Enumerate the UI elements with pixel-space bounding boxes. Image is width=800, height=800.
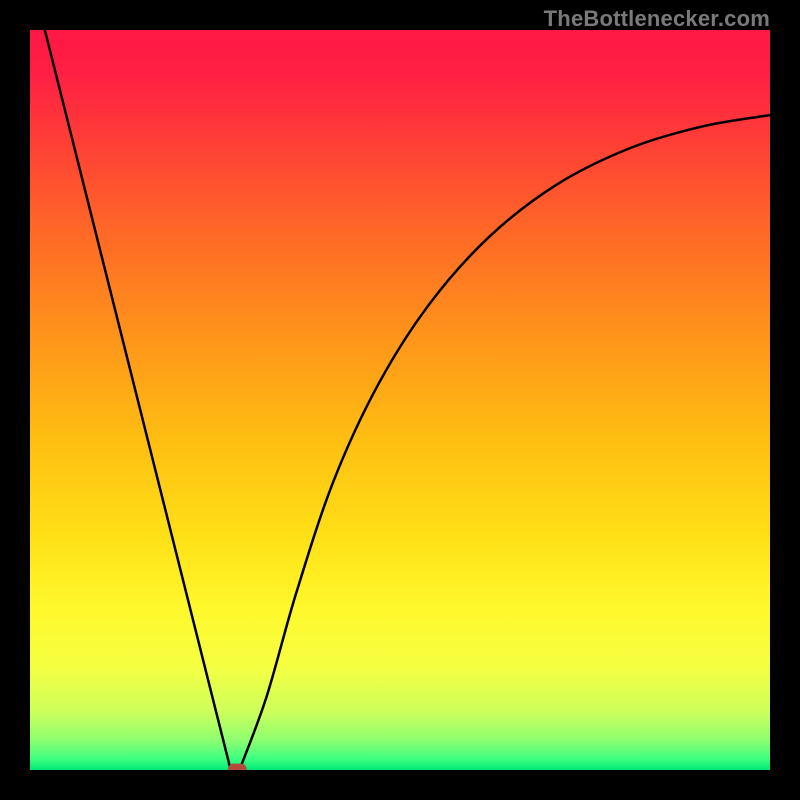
minimum-marker — [228, 764, 246, 770]
watermark-text: TheBottlenecker.com — [544, 6, 770, 32]
plot-area — [30, 30, 770, 770]
gradient-background — [30, 30, 770, 770]
chart-frame: TheBottlenecker.com — [0, 0, 800, 800]
